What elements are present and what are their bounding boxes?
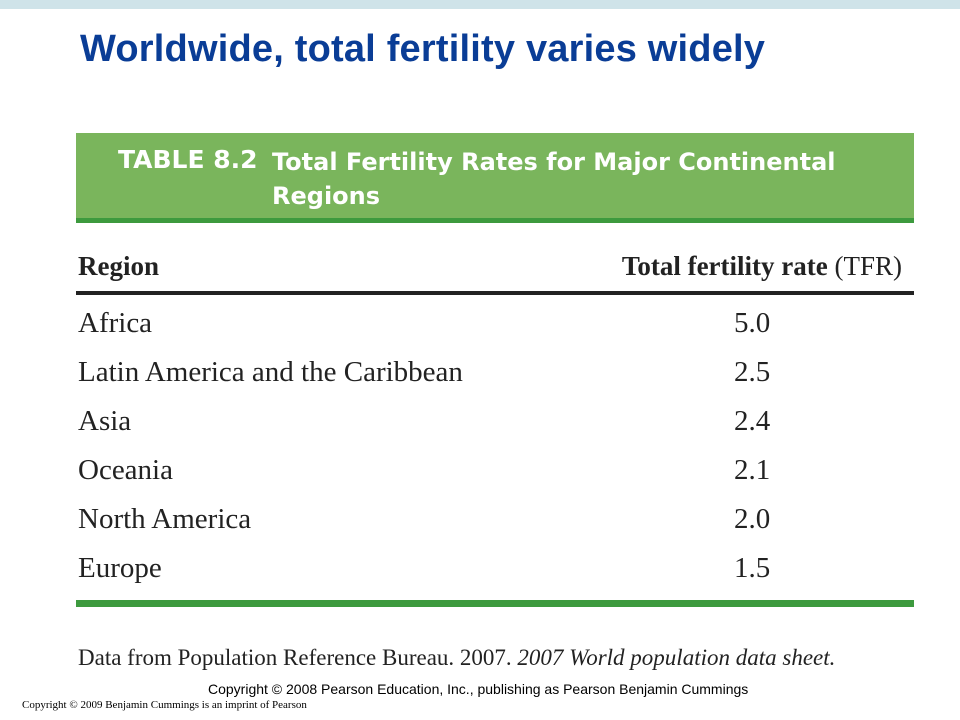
region-cell: Europe [78,552,162,584]
slide-title: Worldwide, total fertility varies widely [80,28,766,70]
table-row: Latin America and the Caribbean 2.5 [76,350,914,399]
source-note: Data from Population Reference Bureau. 2… [78,645,835,671]
table-row: Europe 1.5 [76,546,914,595]
source-title: 2007 World population data sheet. [517,645,836,670]
region-cell: North America [78,503,252,535]
tfr-cell: 2.4 [734,405,771,437]
region-cell: Asia [78,405,132,437]
table-bottom-rule [76,600,914,607]
table-caption: Total Fertility Rates for Major Continen… [272,148,836,210]
column-header-tfr: Total fertility rate (TFR) [622,251,902,282]
table-header-row: Region Total fertility rate (TFR) [76,249,914,295]
region-cell: Oceania [78,454,173,486]
table-number: TABLE 8.2 [118,145,258,174]
table-row: Asia 2.4 [76,399,914,448]
imprint-copyright: Copyright © 2009 Benjamin Cummings is an… [22,699,307,711]
tfr-cell: 2.0 [734,503,771,535]
tfr-cell: 5.0 [734,307,771,339]
tfr-cell: 2.5 [734,356,771,388]
column-header-region: Region [78,251,159,281]
tfr-cell: 1.5 [734,552,771,584]
column-header-tfr-label: Total fertility rate [621,251,828,281]
tfr-cell: 2.1 [734,454,771,486]
top-accent-bar [0,0,960,9]
table-banner: TABLE 8.2 Total Fertility Rates for Majo… [76,133,914,223]
source-prefix: Data from Population Reference Bureau. 2… [78,645,512,670]
table-body: Africa 5.0 Latin America and the Caribbe… [76,301,914,595]
table-row: North America 2.0 [76,497,914,546]
column-header-tfr-abbr: (TFR) [834,251,903,281]
region-cell: Africa [78,307,153,339]
table-row: Oceania 2.1 [76,448,914,497]
publisher-copyright: Copyright © 2008 Pearson Education, Inc.… [208,681,749,697]
region-cell: Latin America and the Caribbean [78,356,463,388]
table-row: Africa 5.0 [76,301,914,350]
